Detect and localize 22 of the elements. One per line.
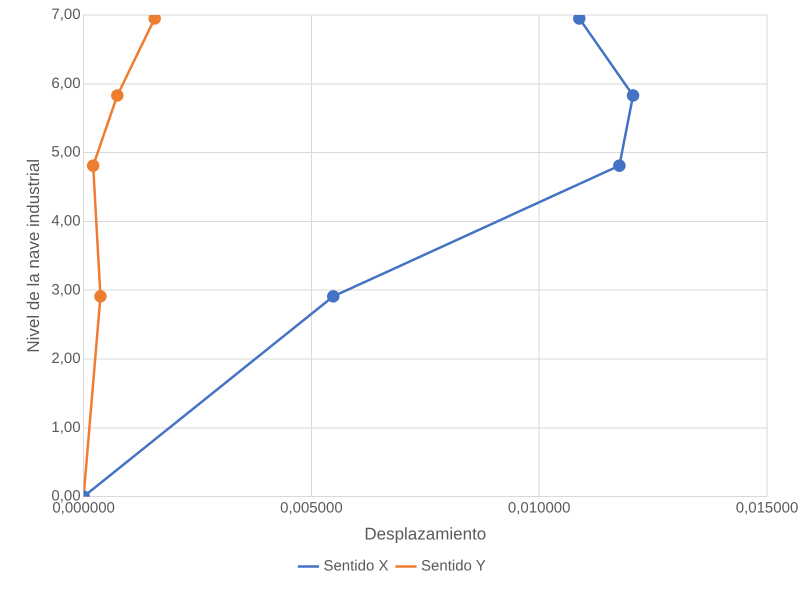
point [573,15,586,25]
point [86,159,100,172]
point [327,290,340,303]
y-tick-label: 5,00 [51,144,81,161]
x-tick-label: 0,010000 [508,500,570,517]
point [148,15,161,25]
legend-label: Sentido Y [421,558,486,575]
y-tick-label: 3,00 [51,281,81,298]
y-tick-label: 1,00 [51,418,81,436]
y-tick-label: 7,00 [51,6,81,24]
y-tick-label: 4,00 [51,212,81,230]
y-tick-label: 6,00 [51,74,81,92]
y-tick-label: 2,00 [51,350,81,368]
point [94,290,107,303]
x-tick-label: 0,005000 [280,500,343,517]
x-tick-label: 0,015000 [736,500,798,517]
x-axis-title: Desplazamiento [364,524,486,544]
point [626,89,640,102]
point [613,159,626,172]
legend-label: Sentido X [323,558,388,575]
y-axis-title: Nivel de la nave industrial [24,158,43,353]
point [111,89,124,102]
